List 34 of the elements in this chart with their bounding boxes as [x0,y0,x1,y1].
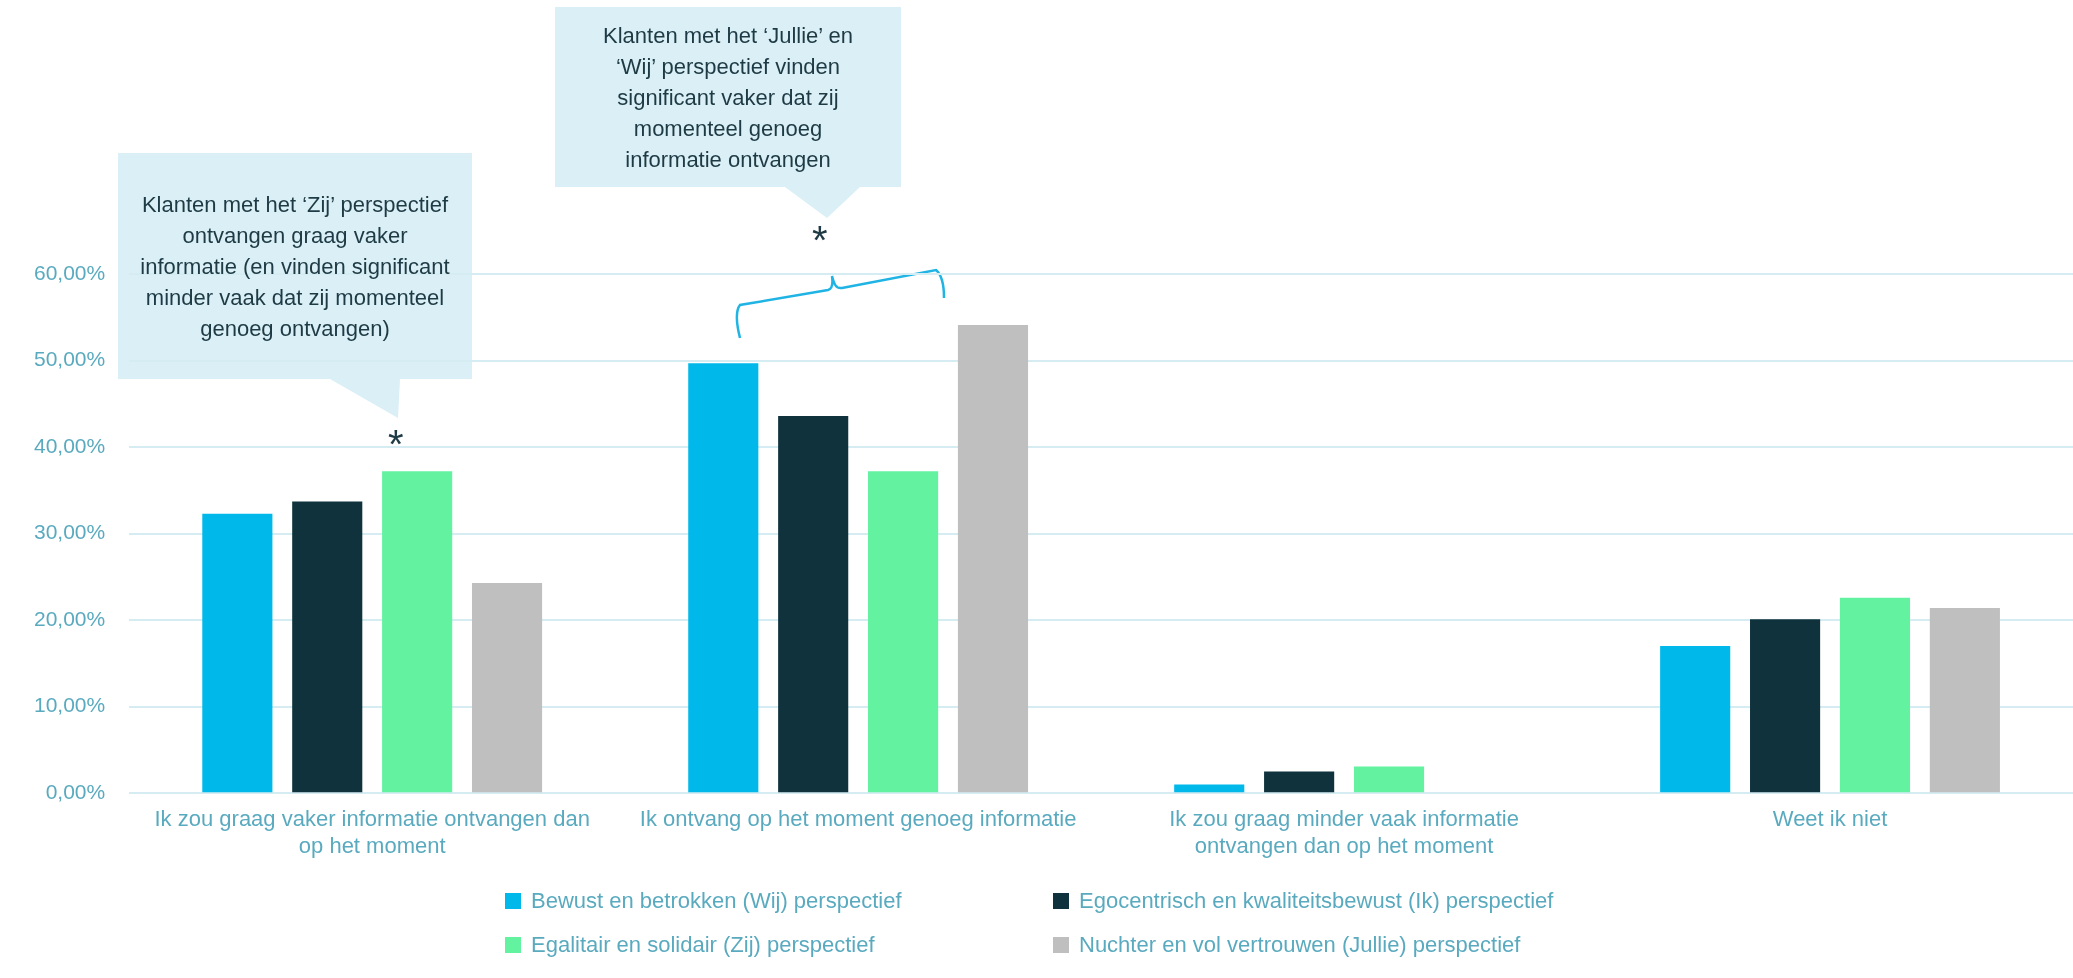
x-tick-label: Ik zou graag minder vaak informatie ontvangen dan op het moment [1169,806,1519,858]
bar [1660,646,1731,793]
y-tick-label: 50,00% [33,347,106,371]
y-tick-label: 60,00% [33,260,106,284]
bar [1264,771,1335,793]
legend-label: Nuchter en vol vertrouwen (Jullie) perspectief [1079,932,1521,958]
y-tick-label: 40,00% [33,433,106,457]
bar [688,363,759,793]
bar [1353,766,1425,793]
bar [1839,597,1911,793]
x-tick-label: Ik ontvang op het moment genoeg informatie [639,806,1077,832]
bar [957,325,1029,793]
bar [1174,784,1245,793]
bar [778,415,849,793]
bar [1929,608,2000,793]
legend-label: Egocentrisch en kwaliteitsbewust (Ik) perspectief [1079,888,1554,914]
y-tick-label: 0,00% [45,780,106,803]
x-tick-label: Ik zou graag vaker informatie ontvangen dan op het moment [154,806,590,858]
bar [382,471,453,793]
x-tick-label: Weet ik niet [1772,806,1888,832]
y-tick-label: 30,00% [33,520,106,544]
y-tick-label: 10,00% [33,693,106,717]
bar [202,513,273,793]
annotation: Klanten met het ‘Zij’ perspectief ontvangen graag vaker informatie (en vinden significant minder vaak dat zij momenteel genoeg ontvangen) [139,190,451,343]
bar [1750,619,1821,793]
legend-label: Bewust en betrokken (Wij) perspectief [531,888,902,914]
bar [292,501,363,793]
text: * [812,218,828,262]
text: Klanten met het ‘Jullie’ en ‘Wij’ perspectief vinden significant vaker dat zij momenteel genoeg informatie ontvangen [602,21,854,174]
y-tick-label: 20,00% [33,606,106,630]
legend-label: Egalitair en solidair (Zij) perspectief [531,932,875,958]
bar [868,471,939,793]
annotation: * [388,422,404,466]
bar [471,582,543,793]
